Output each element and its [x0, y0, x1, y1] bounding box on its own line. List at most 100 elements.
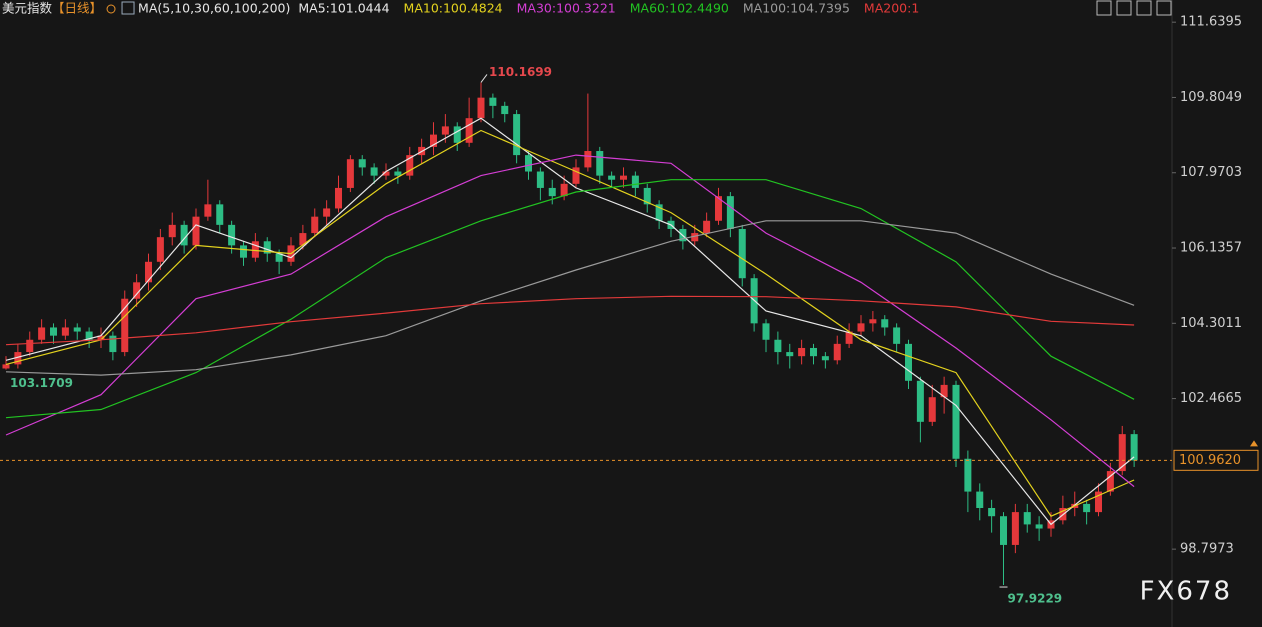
candle-body	[133, 282, 141, 299]
candle-body	[952, 384, 960, 459]
y-tick-label: 111.6395	[1180, 15, 1242, 30]
candle-body	[501, 105, 509, 115]
last-price-label: 100.9620	[1179, 453, 1241, 468]
candle-body	[620, 175, 627, 180]
candle-body	[168, 224, 176, 238]
candle-body	[323, 208, 331, 217]
candle-body	[928, 397, 936, 422]
candle-body	[73, 327, 81, 332]
candle-body	[821, 356, 829, 361]
candle-body	[441, 126, 449, 135]
candle-body	[905, 343, 912, 381]
candle-body	[584, 151, 592, 168]
candle-body	[964, 458, 972, 492]
candle-body	[2, 364, 10, 369]
candle-body	[465, 118, 473, 143]
y-tick-label: 106.1357	[1180, 241, 1242, 256]
header-text: MA5:101.0444	[298, 1, 389, 16]
candle-body	[703, 220, 711, 234]
candle-body	[50, 327, 57, 336]
candle-body	[358, 159, 366, 168]
header-text: MA200:1	[864, 1, 919, 16]
candle-body	[798, 347, 806, 357]
candle-body	[715, 196, 722, 221]
candle-body	[643, 187, 651, 205]
y-tick-label: 107.9703	[1180, 165, 1242, 180]
candle-body	[536, 171, 544, 188]
candle-body	[263, 241, 271, 254]
candle-body	[97, 335, 105, 340]
candle-body	[572, 167, 580, 184]
candle-body	[845, 331, 853, 344]
watermark: FX678	[1140, 577, 1232, 607]
tool-icon[interactable]	[1096, 0, 1112, 16]
candle-body	[1118, 434, 1126, 472]
candle-body	[216, 204, 224, 225]
candle-body	[596, 151, 604, 176]
candle-body	[976, 491, 984, 509]
candle-body	[1000, 516, 1007, 545]
candle-body	[857, 323, 865, 332]
ma-line	[5, 179, 1135, 419]
candle-body	[240, 245, 247, 258]
candle-body	[382, 171, 390, 176]
candle-body	[608, 175, 616, 180]
ma-line	[5, 129, 1135, 517]
candle-body	[121, 298, 129, 353]
candle-body	[156, 237, 164, 262]
indicator-icon	[121, 1, 135, 15]
candle-body	[26, 339, 34, 353]
candle-body	[893, 327, 901, 344]
candle-body	[1130, 434, 1138, 461]
candle-body	[1035, 524, 1043, 529]
candle-body	[631, 175, 639, 188]
candle-body	[406, 155, 414, 176]
header-text: MA10:100.4824	[404, 1, 503, 16]
candle-body	[513, 114, 521, 156]
tool-icon[interactable]	[1156, 0, 1172, 16]
candle-body	[525, 155, 532, 172]
header-text: MA(5,10,30,60,100,200)	[138, 1, 290, 16]
header-text: MA60:102.4490	[630, 1, 729, 16]
candle-body	[762, 323, 770, 340]
candle-body	[869, 319, 877, 324]
last-price-box	[1173, 449, 1259, 471]
candle-body	[228, 224, 236, 246]
candle-body	[61, 327, 69, 336]
candle-body	[916, 380, 924, 422]
y-tick-label: 109.8049	[1180, 90, 1242, 105]
candle-body	[251, 241, 259, 258]
header-text: MA30:100.3221	[517, 1, 616, 16]
candle-body	[881, 319, 889, 328]
candle-body	[988, 508, 996, 517]
header-text: MA100:104.7395	[743, 1, 850, 16]
candle-body	[691, 233, 699, 242]
tool-icon[interactable]	[1136, 0, 1152, 16]
candle-body	[477, 97, 485, 119]
candle-body	[180, 224, 188, 246]
candle-body	[774, 339, 782, 353]
settings-icon	[106, 4, 116, 14]
candle-body	[1083, 503, 1091, 513]
ma-line	[5, 220, 1135, 376]
candle-body	[38, 327, 46, 340]
candle-body	[1023, 512, 1031, 525]
header-text: 【日线】	[52, 1, 102, 16]
candle-body	[145, 261, 152, 283]
toolbar[interactable]	[1096, 0, 1172, 16]
candle-body	[1106, 471, 1114, 492]
candle-body	[394, 171, 402, 176]
candle-body	[335, 187, 342, 209]
y-tick-label: 104.3011	[1180, 316, 1242, 331]
tool-icon[interactable]	[1116, 0, 1132, 16]
candle-body	[275, 253, 283, 262]
candle-body	[940, 384, 948, 398]
candle-body	[786, 352, 794, 357]
last-price-marker	[1250, 440, 1258, 447]
candle-body	[430, 134, 437, 147]
candle-body	[192, 216, 200, 246]
y-tick-label: 102.4665	[1180, 391, 1242, 406]
candle-body	[738, 228, 746, 279]
candle-body	[204, 204, 212, 217]
